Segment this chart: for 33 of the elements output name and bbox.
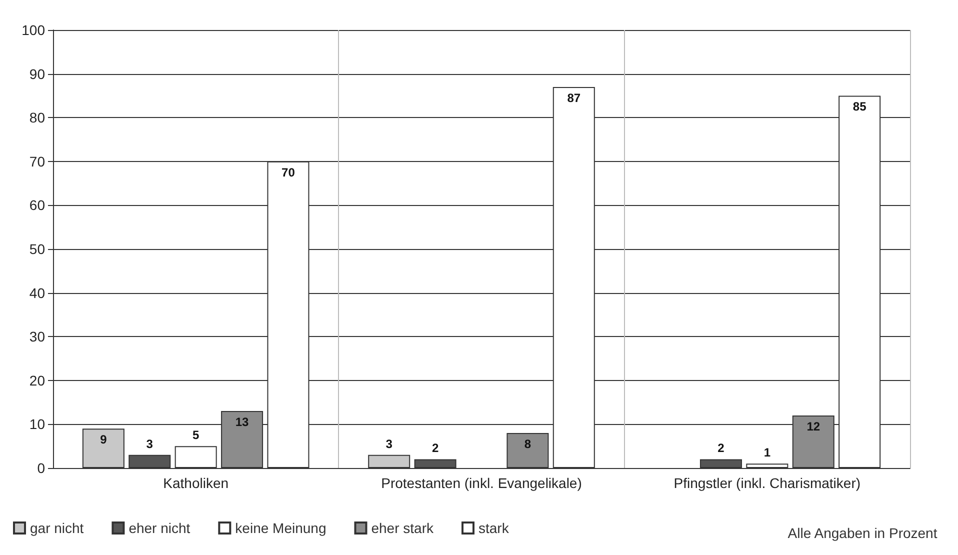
data-label: 9	[100, 432, 108, 447]
data-label: 3	[146, 436, 154, 451]
text: Alle Angaben in Prozent	[788, 525, 938, 541]
legend-label: eher stark	[371, 520, 434, 536]
data-label: 70	[282, 165, 296, 180]
legend-label: eher nicht	[128, 520, 190, 536]
data-label: 12	[806, 419, 820, 434]
y-tick-label: 80	[29, 110, 46, 126]
data-label: 1	[764, 446, 771, 460]
y-tick-label: 10	[29, 416, 46, 432]
data-label: 2	[718, 441, 725, 456]
data-label: 13	[235, 415, 250, 430]
y-tick-label: 90	[29, 66, 46, 82]
y-tick-label: 40	[29, 284, 46, 301]
data-label: 87	[567, 90, 581, 105]
legend-label: keine Meinung	[235, 520, 326, 536]
data-label: 2	[432, 441, 439, 456]
y-tick-label: 0	[37, 460, 46, 476]
legend-label: gar nicht	[30, 520, 84, 536]
x-tick-label: Katholiken	[163, 475, 229, 491]
y-tick-label: 70	[29, 153, 46, 170]
x-tick-label: Protestanten (inkl. Evangelikale)	[381, 475, 582, 491]
data-label: 3	[386, 436, 393, 451]
y-tick-label: 20	[29, 372, 46, 388]
y-tick-label: 30	[29, 328, 46, 345]
legend-label: stark	[478, 520, 510, 536]
x-tick-label: Pfingstler (inkl. Charismatiker)	[674, 475, 861, 491]
y-tick-label: 60	[29, 197, 46, 214]
y-tick-label: 100	[22, 22, 46, 38]
y-tick-label: 50	[29, 241, 46, 257]
data-label: 5	[192, 428, 200, 442]
data-label: 85	[852, 100, 867, 114]
data-label: 8	[524, 436, 532, 451]
